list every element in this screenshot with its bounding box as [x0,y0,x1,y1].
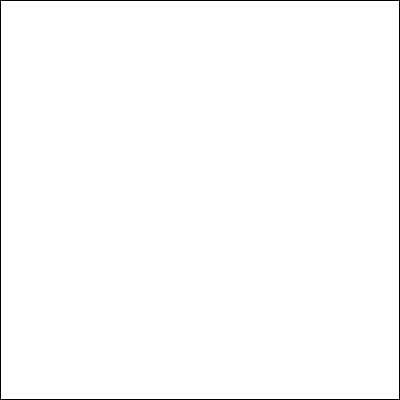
chart [0,0,400,400]
frame [0,0,400,400]
